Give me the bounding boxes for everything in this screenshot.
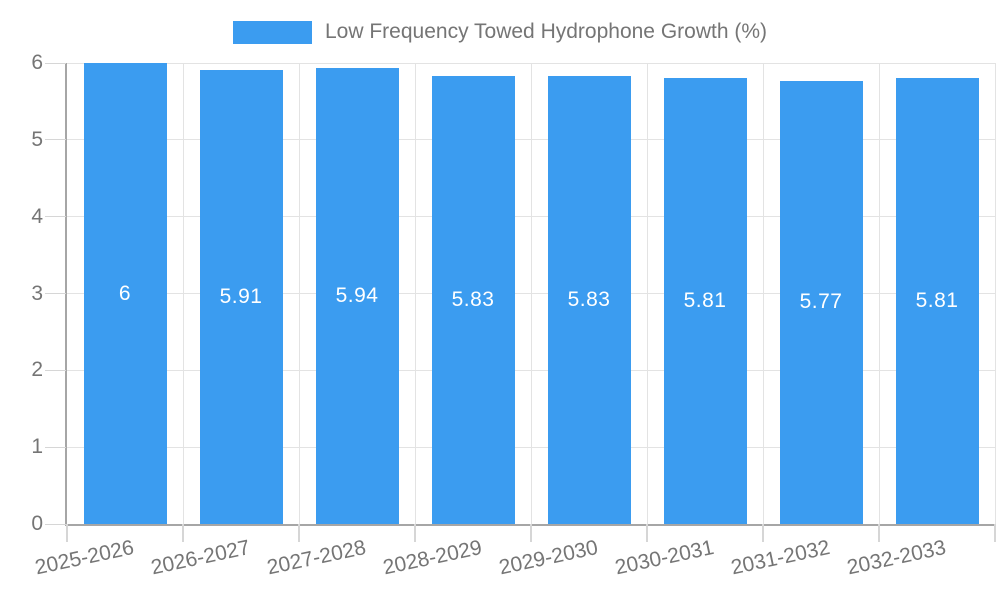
- y-axis-tick: [45, 446, 66, 448]
- x-axis-tick: [530, 524, 532, 542]
- bar[interactable]: 5.94: [315, 67, 399, 524]
- x-tick-label: 2031-2032: [728, 536, 832, 580]
- legend-swatch: [233, 20, 312, 44]
- legend-label: Low Frequency Towed Hydrophone Growth (%…: [325, 20, 767, 43]
- bar[interactable]: 5.81: [663, 77, 747, 524]
- x-axis-tick: [878, 524, 880, 542]
- plot-area: 0 1 2 3 4 5 6 6 5.91 5.94 5.83 5.83 5.81 5.77 5.81 2025…: [31, 51, 996, 579]
- x-tick-label: 2030-2031: [612, 536, 716, 580]
- x-tick-label: 2028-2029: [380, 536, 484, 580]
- x-tick-label: 2032-2033: [844, 536, 948, 580]
- y-axis-tick: [45, 523, 66, 525]
- bar[interactable]: 6: [83, 63, 167, 524]
- bar[interactable]: 5.91: [199, 69, 283, 524]
- gridline-vertical: [878, 63, 880, 524]
- x-axis-tick: [66, 524, 68, 542]
- x-tick-label: 2025-2026: [32, 536, 136, 580]
- bar[interactable]: 5.83: [547, 76, 631, 524]
- y-axis-tick: [45, 216, 66, 218]
- x-axis-tick: [298, 524, 300, 542]
- gridline-vertical: [994, 63, 996, 524]
- y-axis-tick: [45, 369, 66, 371]
- bar-value-label: 5.83: [451, 288, 495, 312]
- y-axis-tick: [45, 62, 66, 64]
- y-tick-label: 2: [31, 358, 43, 382]
- x-tick-label: 2029-2030: [496, 536, 600, 580]
- gridline-vertical: [414, 63, 416, 524]
- x-tick-label: 2027-2028: [264, 536, 368, 580]
- bar-value-label: 6: [118, 281, 132, 305]
- chart-legend[interactable]: Low Frequency Towed Hydrophone Growth (%…: [0, 14, 1000, 50]
- x-axis-tick: [646, 524, 648, 542]
- x-axis-tick: [414, 524, 416, 542]
- bar[interactable]: 5.81: [895, 77, 979, 524]
- bar[interactable]: 5.77: [779, 80, 863, 524]
- bar-value-label: 5.91: [219, 284, 263, 308]
- bar-value-label: 5.83: [567, 288, 611, 312]
- x-axis-tick: [182, 524, 184, 542]
- y-axis-line: [65, 63, 67, 524]
- bar-value-label: 5.81: [683, 288, 727, 312]
- y-tick-label: 1: [31, 435, 43, 459]
- y-tick-label: 4: [31, 204, 43, 228]
- gridline-vertical: [530, 63, 532, 524]
- x-axis-tick: [994, 524, 996, 542]
- y-axis-tick: [45, 293, 66, 294]
- bar-value-label: 5.77: [799, 290, 843, 314]
- x-tick-label: 2026-2027: [148, 536, 252, 580]
- y-tick-label: 3: [31, 281, 43, 305]
- bar-value-label: 5.81: [915, 288, 959, 312]
- x-axis-tick: [762, 524, 764, 542]
- y-tick-label: 6: [31, 51, 43, 74]
- y-tick-label: 5: [31, 127, 43, 151]
- y-axis-tick: [45, 139, 66, 141]
- gridline-vertical: [762, 63, 764, 524]
- bar[interactable]: 5.83: [431, 76, 515, 524]
- y-tick-label: 0: [31, 512, 43, 535]
- gridline-vertical: [298, 63, 300, 524]
- gridline-vertical: [646, 63, 648, 524]
- gridline-vertical: [182, 63, 184, 524]
- bar-value-label: 5.94: [335, 283, 379, 307]
